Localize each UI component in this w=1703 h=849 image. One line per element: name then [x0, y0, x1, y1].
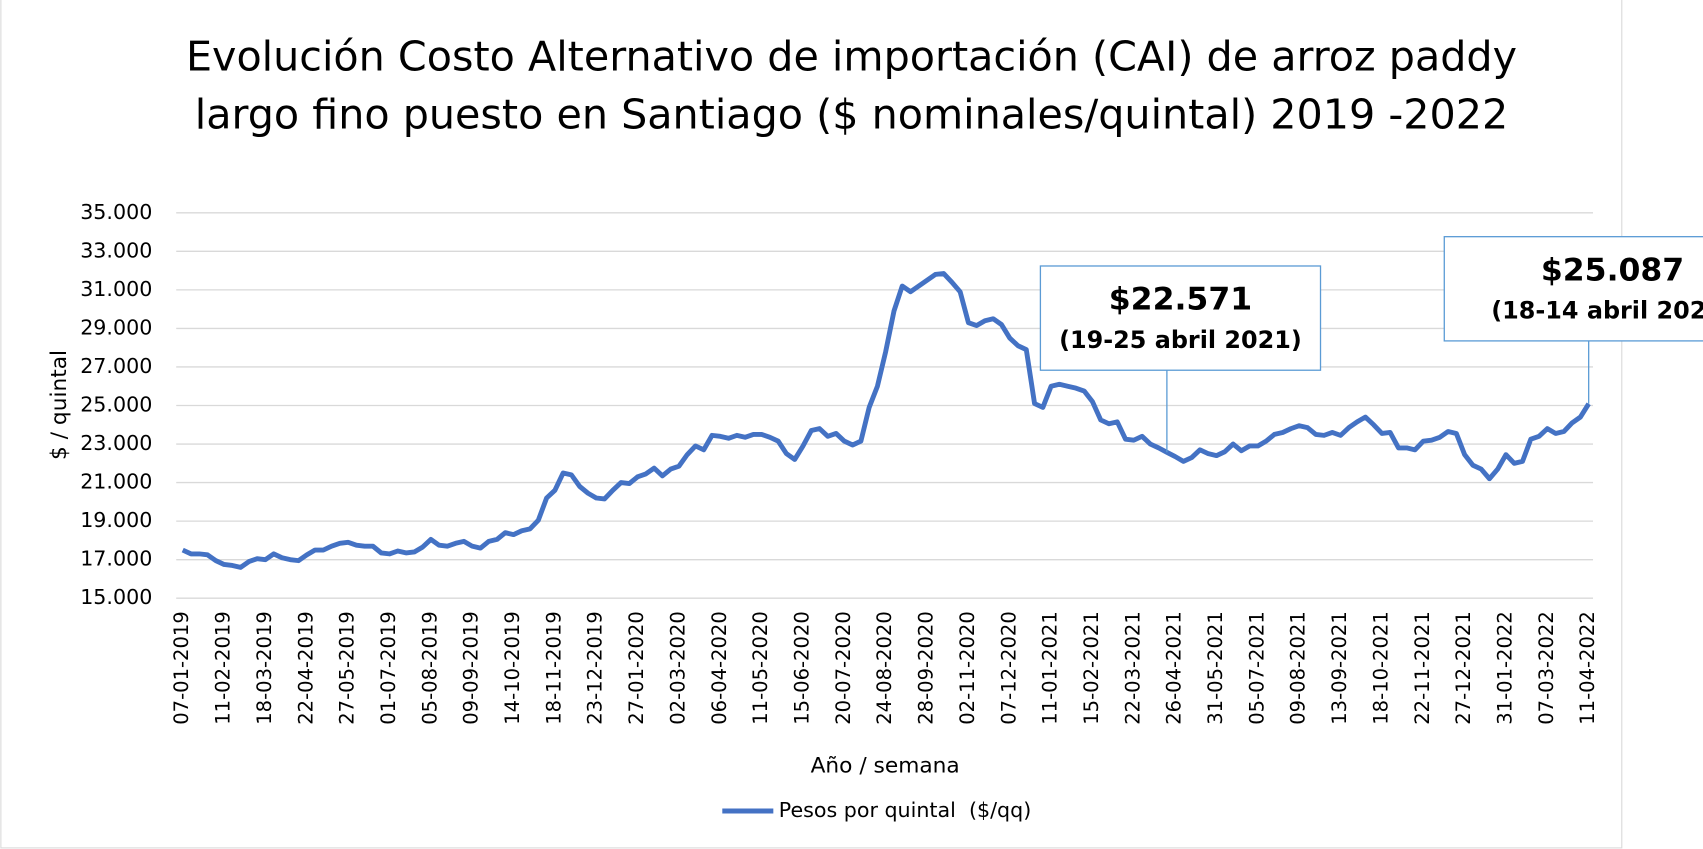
y-tick-label: 35.000 [80, 200, 152, 224]
x-tick-label: 01-07-2019 [377, 611, 400, 725]
x-tick-label: 22-11-2021 [1411, 611, 1434, 725]
line-series [181, 271, 1591, 570]
x-tick-label: 13-09-2021 [1328, 611, 1351, 725]
legend-label: Pesos por quintal ($/qq) [779, 798, 1031, 822]
annotation-box [1039, 265, 1322, 371]
x-tick-label: 05-08-2019 [418, 611, 441, 725]
y-tick-label: 17.000 [80, 547, 152, 571]
annotation-box [1443, 236, 1703, 342]
x-tick-label: 02-11-2020 [956, 611, 979, 725]
x-tick-label: 31-01-2022 [1493, 611, 1516, 725]
y-tick-label: 21.000 [80, 470, 152, 494]
x-tick-label: 18-11-2019 [542, 611, 565, 725]
y-tick-label: 23.000 [80, 431, 152, 455]
x-tick-label: 27-12-2021 [1452, 611, 1475, 725]
x-tick-label: 31-05-2021 [1204, 611, 1227, 725]
annotation-text: (18-14 abril 2022) [1491, 297, 1703, 325]
x-tick-label: 27-01-2020 [625, 611, 648, 725]
x-tick-label: 09-09-2019 [460, 611, 483, 725]
annotation-text: (19-25 abril 2021) [1059, 326, 1302, 354]
x-tick-label: 27-05-2019 [336, 611, 359, 725]
y-tick-label: 19.000 [80, 508, 152, 532]
data-label: $22.571 [1109, 282, 1252, 318]
data-label: $25.087 [1541, 252, 1684, 288]
chart-title: Evolución Costo Alternativo de importaci… [186, 33, 1517, 81]
x-tick-label: 20-07-2020 [832, 611, 855, 725]
y-tick-label: 31.000 [80, 277, 152, 301]
x-tick-label: 07-12-2020 [997, 611, 1020, 725]
x-axis-title: Año / semana [811, 753, 960, 778]
x-tick-label: 07-01-2019 [170, 611, 193, 725]
y-tick-label: 29.000 [80, 315, 152, 339]
x-tick-label: 15-02-2021 [1080, 611, 1103, 725]
x-tick-label: 18-10-2021 [1369, 611, 1392, 725]
x-tick-label: 22-03-2021 [1121, 611, 1144, 725]
y-tick-label: 27.000 [80, 354, 152, 378]
y-tick-label: 33.000 [80, 238, 152, 262]
x-tick-label: 06-04-2020 [708, 611, 731, 725]
x-tick-label: 15-06-2020 [790, 611, 813, 725]
x-tick-label: 02-03-2020 [666, 611, 689, 725]
x-tick-label: 18-03-2019 [253, 611, 276, 725]
x-tick-label: 11-04-2022 [1576, 611, 1599, 725]
x-tick-label: 24-08-2020 [873, 611, 896, 725]
x-tick-label: 22-04-2019 [294, 611, 317, 725]
chart-title: largo fino puesto en Santiago ($ nominal… [195, 90, 1509, 138]
chart-frame [0, 0, 1623, 849]
x-tick-label: 23-12-2019 [584, 611, 607, 725]
y-tick-label: 15.000 [80, 585, 152, 609]
x-tick-label: 11-02-2019 [212, 611, 235, 725]
x-tick-label: 28-09-2020 [915, 611, 938, 725]
x-tick-label: 11-05-2020 [749, 611, 772, 725]
y-tick-label: 25.000 [80, 393, 152, 417]
x-tick-label: 05-07-2021 [1245, 611, 1268, 725]
x-tick-label: 14-10-2019 [501, 611, 524, 725]
x-tick-label: 09-08-2021 [1287, 611, 1310, 725]
x-tick-label: 26-04-2021 [1163, 611, 1186, 725]
x-tick-label: 07-03-2022 [1535, 611, 1558, 725]
y-axis-title: $ / quintal [47, 350, 72, 460]
x-tick-label: 11-01-2021 [1039, 611, 1062, 725]
